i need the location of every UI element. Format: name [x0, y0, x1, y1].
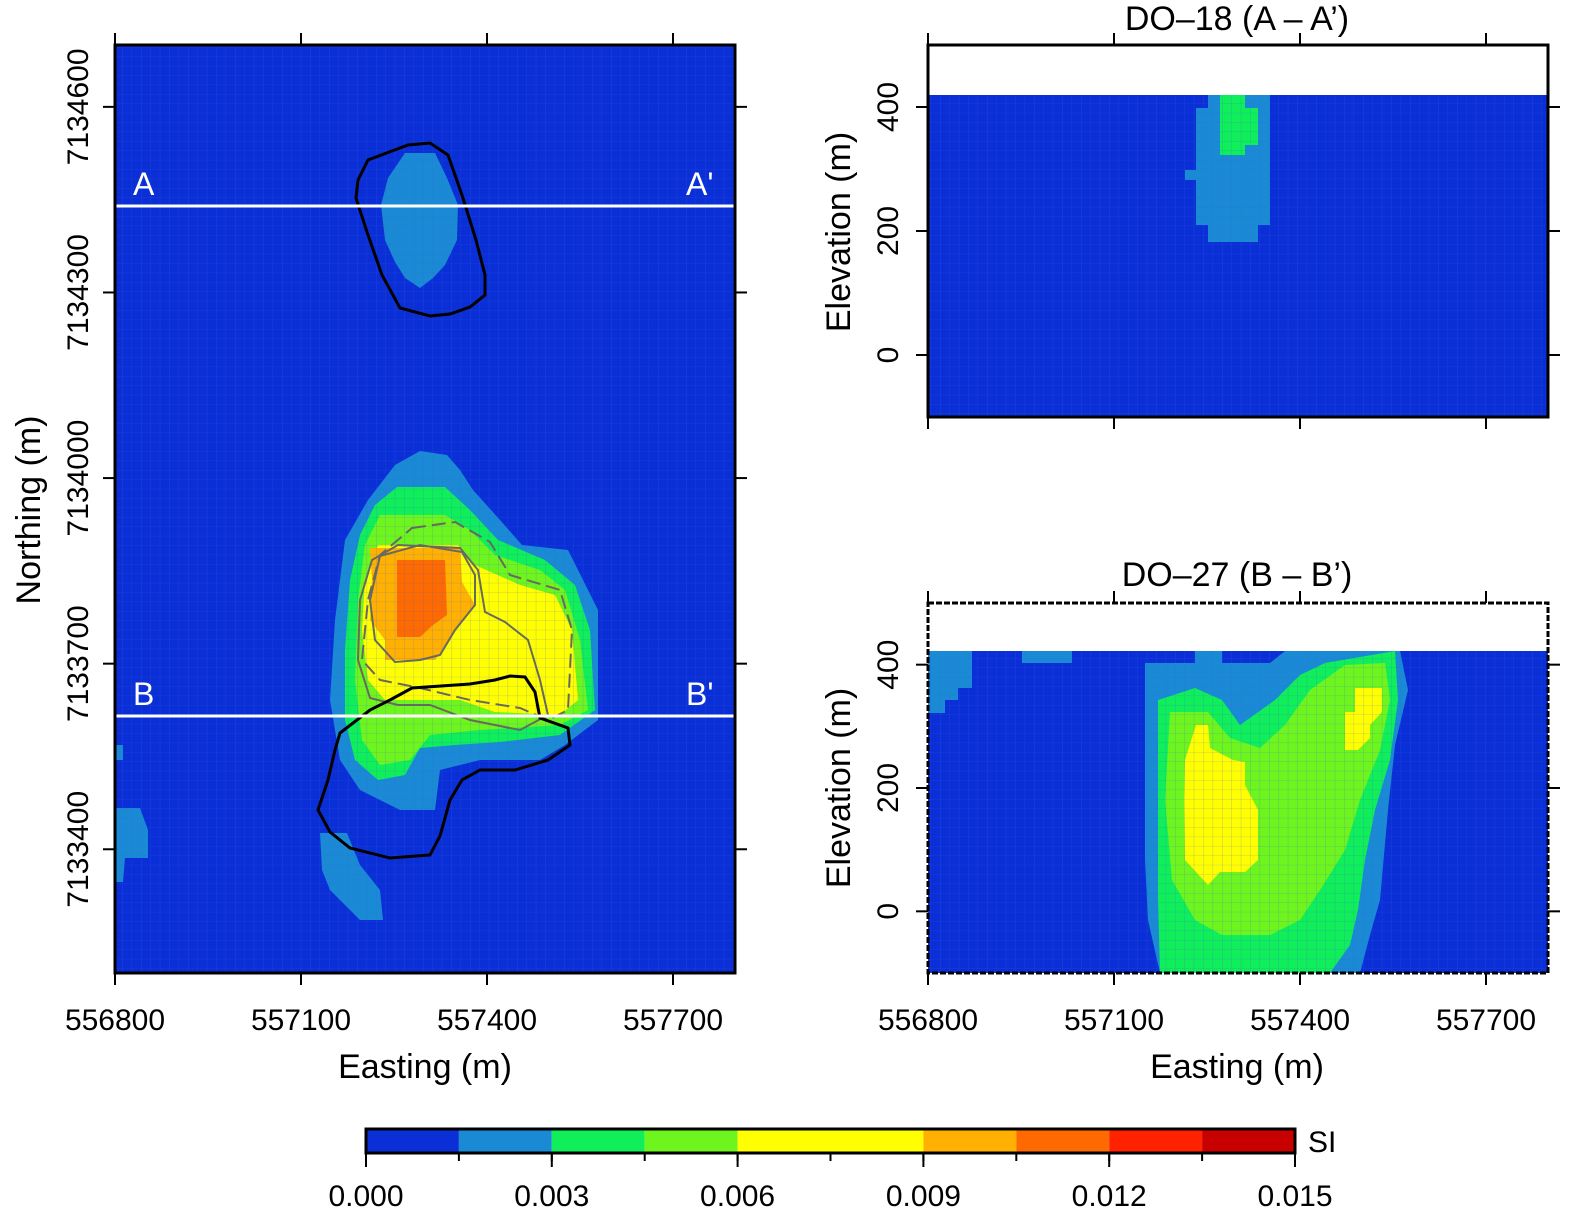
section-b-xtick-label-2: 557400	[1250, 1004, 1350, 1037]
section-label-a-prime: A'	[686, 166, 713, 202]
section-b-title: DO–27 (B – B’)	[1122, 556, 1353, 594]
section-b-xtick-label-0: 556800	[878, 1004, 978, 1037]
section-label-a: A	[133, 166, 155, 202]
colorbar-bin-2	[551, 1129, 645, 1153]
section-a-ytick-label-2: 400	[872, 82, 905, 132]
section-b-xlabel: Easting (m)	[1150, 1048, 1324, 1086]
colorbar-tick-label-0: 0.000	[328, 1180, 403, 1213]
colorbar: SI 0.000 0.003 0.006 0.009 0.012 0.015	[328, 1126, 1336, 1213]
section-b-ylabel: Elevation (m)	[820, 688, 858, 888]
map-ytick-label-3: 7134300	[62, 234, 95, 351]
section-a-ytick-label-0: 0	[872, 347, 905, 364]
section-b-ytick-label-2: 400	[872, 640, 905, 690]
map-xlabel: Easting (m)	[338, 1048, 512, 1086]
colorbar-bin-5	[923, 1129, 1017, 1153]
section-b-ytick-label-1: 200	[872, 763, 905, 813]
map-xtick-label-3: 557700	[623, 1004, 723, 1037]
section-a-ticks: 0 200 400	[872, 33, 1560, 429]
section-a-ylabel: Elevation (m)	[820, 132, 858, 332]
colorbar-unit-label: SI	[1308, 1126, 1336, 1159]
map-outline-north	[354, 141, 487, 318]
map-ticks: 556800 557100 557400 557700 7133400 7133700 71…	[62, 33, 747, 1037]
colorbar-bin-4	[737, 1129, 924, 1153]
map-xtick-label-1: 557100	[251, 1004, 351, 1037]
section-a-title: DO–18 (A – A’)	[1125, 0, 1349, 38]
colorbar-tick-label-4: 0.012	[1072, 1180, 1147, 1213]
map-ytick-label-4: 7134600	[62, 48, 95, 165]
colorbar-bin-0	[366, 1129, 459, 1153]
section-label-b-prime: B'	[686, 676, 713, 712]
map-ytick-label-1: 7133700	[62, 605, 95, 722]
colorbar-bin-3	[644, 1129, 738, 1153]
map-xtick-label-0: 556800	[65, 1004, 165, 1037]
section-a-grid	[928, 95, 1548, 417]
section-b-xtick-label-1: 557100	[1064, 1004, 1164, 1037]
section-b-grid	[928, 651, 1548, 973]
colorbar-bin-6	[1016, 1129, 1110, 1153]
section-a-ytick-label-1: 200	[872, 206, 905, 256]
map-ytick-label-0: 7133400	[62, 791, 95, 908]
map-grid	[115, 45, 735, 973]
colorbar-bin-1	[458, 1129, 552, 1153]
map-panel: A A' B B' 556800 557100 557400 557700 713340…	[10, 33, 747, 1086]
section-b-ytick-label-0: 0	[872, 903, 905, 920]
section-b-ticks: 556800 557100 557400 557700 0 200 400	[872, 591, 1560, 1037]
map-outline-south	[316, 674, 572, 860]
map-ytick-label-2: 7134000	[62, 420, 95, 537]
colorbar-tick-label-5: 0.015	[1257, 1180, 1332, 1213]
colorbar-tick-label-2: 0.006	[700, 1180, 775, 1213]
section-label-b: B	[133, 676, 154, 712]
map-xtick-label-2: 557400	[437, 1004, 537, 1037]
map-frame	[113, 43, 737, 975]
section-b-xtick-label-3: 557700	[1436, 1004, 1536, 1037]
colorbar-tick-label-3: 0.009	[886, 1180, 961, 1213]
colorbar-tick-label-1: 0.003	[514, 1180, 589, 1213]
colorbar-bin-7	[1109, 1129, 1203, 1153]
section-b-panel: 556800 557100 557400 557700 0 200 400 DO–27 (B…	[820, 556, 1560, 1086]
map-ylabel: Northing (m)	[10, 416, 48, 605]
colorbar-bin-8	[1202, 1129, 1295, 1153]
section-a-panel: 0 200 400 DO–18 (A – A’) Elevation (m)	[820, 0, 1560, 429]
